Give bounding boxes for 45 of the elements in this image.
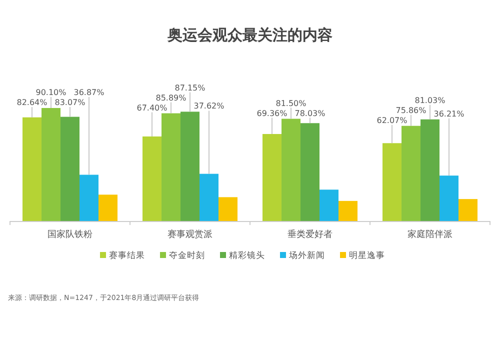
data-label: 82.64% [16,98,48,107]
data-label: 81.03% [414,96,446,105]
x-tick-label: 国家队铁粉 [48,229,92,240]
bar [282,118,300,221]
legend-label: 精彩镜头 [229,250,265,261]
bar [402,126,420,221]
data-label: 75.86% [396,106,427,115]
bar [300,123,320,221]
bar [60,116,80,221]
bar [98,194,118,221]
data-label: 69.36% [256,108,288,118]
data-label: 90.10% [36,88,67,97]
bar [80,174,98,221]
legend-label: 明星逸事 [349,250,385,261]
bar [180,112,200,221]
bar [440,176,458,221]
bar [262,134,282,221]
data-label: 83.07% [54,98,86,107]
bar [142,136,162,221]
bar [162,113,180,221]
data-label: 81.50% [276,98,307,108]
bar [200,174,218,221]
legend-label: 赛事结果 [109,250,145,261]
x-tick-label: 家庭陪伴派 [408,229,452,240]
bar [42,108,60,221]
bar [382,143,402,221]
data-label: 37.62% [194,102,225,111]
x-tick-label: 垂类爱好者 [288,229,332,240]
legend-label: 夺金时刻 [169,250,205,261]
x-tick-label: 赛事观赏派 [168,229,212,240]
data-label: 62.07% [376,116,408,125]
chart-title: 奥运会观众最关注的内容 [166,26,332,44]
bar [22,117,42,221]
bar [320,190,338,221]
data-label: 36.87% [74,88,105,97]
legend-label: 场外新闻 [288,250,325,261]
data-label: 85.89% [156,93,187,102]
bar [458,199,478,221]
data-label: 36.21% [434,109,465,118]
bar [420,119,440,221]
data-label: 67.40% [136,103,168,112]
data-label: 87.15% [174,83,206,92]
bar [218,197,238,221]
bar [338,200,358,221]
data-label: 78.03% [294,108,326,118]
